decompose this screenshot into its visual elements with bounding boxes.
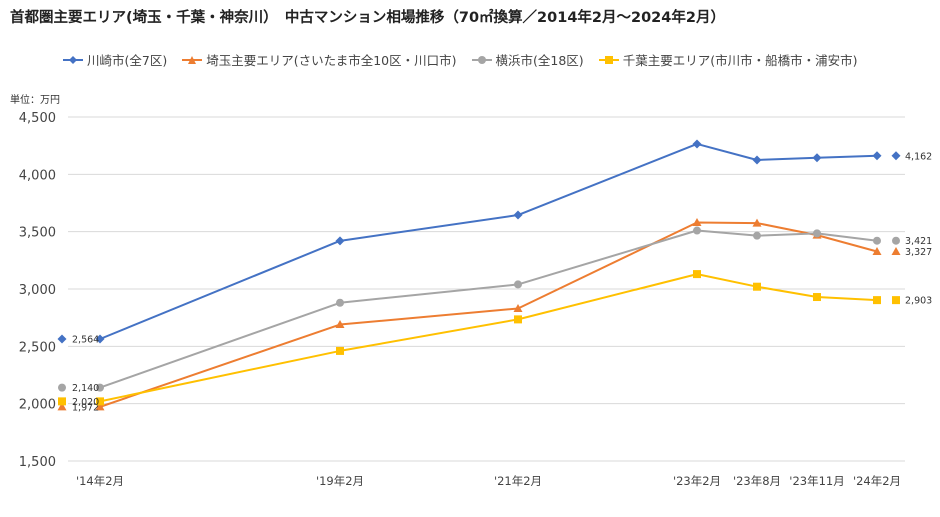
data-point-0 (95, 334, 105, 344)
data-point-1 (335, 320, 345, 329)
start-value-label: 2,564 (72, 334, 99, 345)
start-marker-0 (57, 334, 67, 344)
data-point-2 (693, 226, 701, 235)
data-point-0 (335, 236, 345, 246)
start-marker-1 (57, 402, 67, 411)
end-marker-2 (892, 236, 900, 245)
series-line-0 (99, 142, 878, 340)
end-value-label: 3,421 (905, 236, 932, 247)
data-point-3 (514, 315, 522, 324)
legend-label-chiba: 千葉主要エリア(市川市・船橋市・浦安市) (622, 53, 858, 68)
chart-title: 首都圏主要エリア(埼玉・千葉・神奈川） 中古マンション相場推移（70㎡換算／20… (10, 10, 725, 26)
series-line-2 (99, 229, 878, 389)
series-line-3 (99, 273, 878, 403)
legend-marker-triangle-icon (182, 55, 203, 64)
unit-label: 単位：万円 (10, 95, 60, 106)
data-point-1 (513, 303, 523, 312)
start-value-label: 2,020 (72, 397, 99, 408)
legend-item-saitama: 埼玉主要エリア(さいたま市全10区・川口市) (181, 50, 457, 69)
data-point-2 (336, 298, 344, 307)
legend-marker-circle-icon (471, 55, 492, 64)
legend-label-kawasaki: 川崎市(全7区) (87, 53, 168, 68)
data-point-0 (513, 210, 523, 220)
x-tick-label: '19年2月 (316, 474, 364, 488)
y-tick-label: 1,500 (19, 455, 56, 470)
start-marker-2 (58, 383, 66, 392)
data-point-2 (873, 236, 881, 245)
y-tick-label: 4,000 (19, 168, 56, 183)
x-tick-label: '24年2月 (853, 474, 901, 488)
x-tick-label: '14年2月 (76, 474, 124, 488)
start-value-label: 2,140 (72, 383, 99, 394)
legend-item-yokohama: 横浜市(全18区) (471, 50, 584, 69)
data-point-1 (872, 247, 882, 256)
data-point-0 (692, 139, 702, 149)
end-marker-3 (892, 296, 900, 305)
data-point-2 (96, 383, 104, 392)
data-point-3 (753, 282, 761, 291)
x-tick-label: '23年2月 (673, 474, 721, 488)
legend-marker-diamond-icon (63, 55, 83, 64)
data-point-0 (752, 155, 762, 165)
y-tick-label: 2,500 (19, 340, 56, 355)
end-value-label: 3,327 (905, 247, 932, 258)
data-point-3 (693, 270, 701, 279)
data-point-3 (813, 293, 821, 302)
y-tick-label: 3,500 (19, 226, 56, 241)
data-point-2 (813, 229, 821, 238)
end-value-label: 2,903 (905, 296, 932, 307)
data-point-1 (752, 218, 762, 227)
series-line-1 (99, 221, 878, 408)
data-point-3 (96, 397, 104, 406)
start-marker-3 (58, 397, 66, 406)
x-tick-label: '21年2月 (494, 474, 542, 488)
y-tick-label: 2,000 (19, 398, 56, 413)
x-tick-label: '23年8月 (733, 474, 781, 488)
end-marker-0 (891, 151, 901, 161)
data-point-3 (873, 296, 881, 305)
y-tick-label: 3,000 (19, 283, 56, 298)
legend-label-saitama: 埼玉主要エリア(さいたま市全10区・川口市) (206, 53, 457, 68)
data-point-3 (336, 346, 344, 355)
data-point-2 (753, 231, 761, 240)
data-point-2 (514, 280, 522, 289)
data-point-1 (95, 402, 105, 411)
legend-item-kawasaki: 川崎市(全7区) (62, 50, 167, 69)
legend: 川崎市(全7区) 埼玉主要エリア(さいたま市全10区・川口市) 横浜市(全18区… (62, 50, 857, 69)
end-value-label: 4,162 (905, 151, 932, 162)
legend-item-chiba: 千葉主要エリア(市川市・船橋市・浦安市) (598, 50, 858, 69)
legend-marker-square-icon (598, 55, 619, 64)
data-point-0 (872, 151, 882, 161)
data-point-1 (692, 217, 702, 226)
y-tick-label: 4,500 (19, 111, 56, 126)
end-marker-1 (891, 247, 901, 256)
x-tick-label: '23年11月 (789, 474, 844, 488)
data-point-0 (812, 153, 822, 163)
legend-label-yokohama: 横浜市(全18区) (495, 53, 584, 68)
start-value-label: 1,972 (72, 402, 99, 413)
